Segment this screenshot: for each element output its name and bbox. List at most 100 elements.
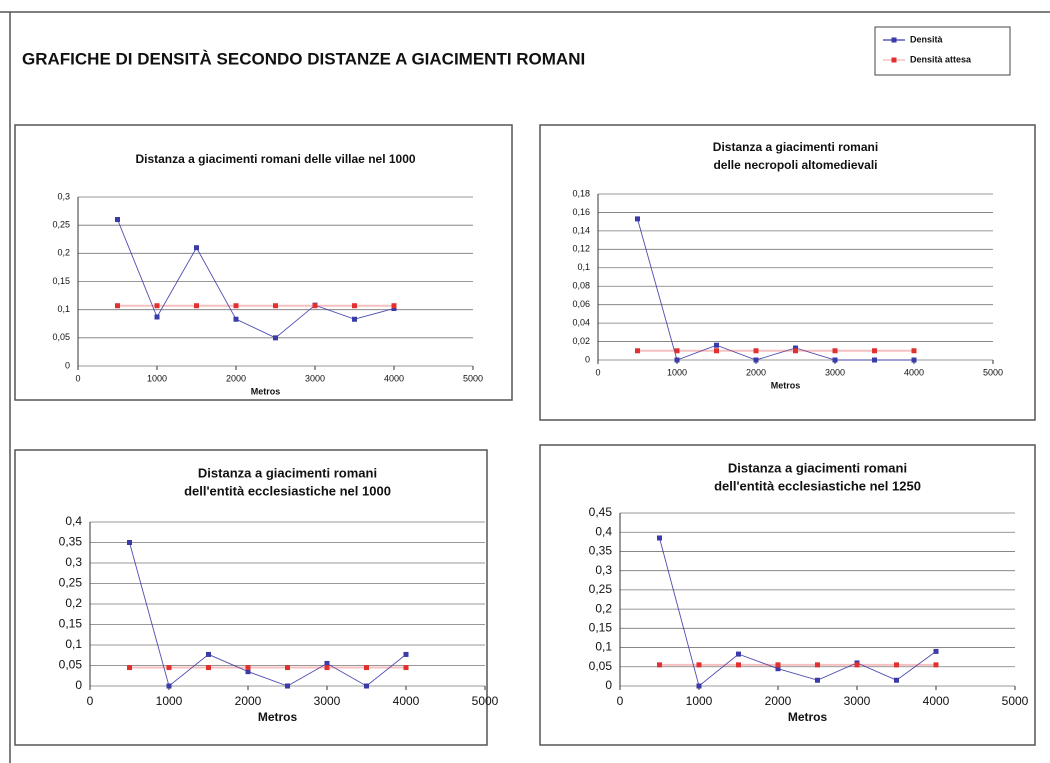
y-tick-label: 0 [75,678,82,692]
data-point [736,662,741,668]
x-tick-label: 4000 [904,367,924,377]
y-tick-label: 0,1 [57,304,70,314]
data-point [657,662,662,668]
y-tick-label: 0,3 [595,563,612,577]
data-point [714,348,719,354]
data-point [115,303,120,309]
x-tick-label: 5000 [1002,694,1029,708]
y-tick-label: 0,05 [59,658,83,672]
x-tick-label: 2000 [765,694,792,708]
data-point [832,348,838,354]
main-title: GRAFICHE DI DENSITÀ SECONDO DISTANZE A G… [22,49,585,68]
data-point [206,651,211,657]
data-point [391,306,397,312]
data-point [714,342,719,348]
data-point [206,665,211,671]
y-tick-label: 0,04 [572,317,590,327]
y-tick-label: 0 [65,360,70,370]
data-point [352,303,357,309]
y-tick-label: 0,4 [595,524,612,538]
y-tick-label: 0,12 [572,244,590,254]
y-tick-label: 0,15 [589,621,613,635]
x-tick-label: 5000 [472,694,499,708]
data-point [854,662,860,668]
data-point [635,216,640,222]
chart-title: Distanza a giacimenti romani [198,465,377,480]
x-tick-label: 5000 [983,367,1003,377]
x-tick-label: 3000 [825,367,845,377]
x-axis-label: Metros [788,710,828,724]
y-tick-label: 0,25 [52,220,70,230]
data-point [352,316,357,322]
x-tick-label: 0 [75,373,80,383]
series-line [129,542,407,687]
y-tick-label: 0,18 [572,188,590,198]
data-point [793,345,798,351]
data-point [933,662,939,668]
data-point [635,348,640,354]
legend-label: Densità [910,34,944,44]
data-point [245,665,251,671]
y-tick-label: 0,4 [65,514,82,528]
chart-title: Distanza a giacimenti romani [728,460,907,475]
y-tick-label: 0,1 [65,637,82,651]
x-tick-label: 4000 [393,694,420,708]
data-point [832,357,838,363]
data-point [127,540,132,545]
x-axis-label: Metros [771,380,801,390]
data-point [793,348,798,354]
data-point [312,303,318,309]
data-point [233,316,239,322]
series-line [637,218,914,361]
data-point [194,245,199,251]
chart-title: delle necropoli altomedievali [713,158,877,172]
data-point [911,357,917,363]
data-point [166,683,172,689]
data-point [364,665,369,671]
legend-label: Densità attesa [910,54,972,64]
chart-title: Distanza a giacimenti romani delle villa… [135,152,415,166]
panel [14,449,488,746]
x-tick-label: 1000 [156,694,183,708]
x-tick-label: 3000 [844,694,871,708]
x-tick-label: 0 [87,694,94,708]
x-tick-label: 1000 [686,694,713,708]
x-tick-label: 2000 [226,373,246,383]
y-tick-label: 0,16 [572,207,590,217]
data-point [403,651,409,657]
x-tick-label: 4000 [923,694,950,708]
y-tick-label: 0,2 [65,596,82,610]
data-point [273,335,278,341]
data-point [736,651,741,657]
data-point [285,665,290,671]
data-point [273,303,278,309]
x-tick-label: 3000 [314,694,341,708]
data-point [674,348,680,354]
data-point [696,683,702,689]
data-point [894,662,899,668]
y-tick-label: 0,14 [572,225,590,235]
series-line [117,219,395,339]
y-tick-label: 0 [605,678,612,692]
y-tick-label: 0,2 [595,601,612,615]
data-point [775,666,781,672]
y-tick-label: 0,15 [52,276,70,286]
y-tick-label: 0,2 [57,248,70,258]
x-tick-label: 2000 [235,694,262,708]
y-tick-label: 0,05 [589,659,613,673]
x-tick-label: 1000 [667,367,687,377]
data-point [894,677,899,683]
legend-marker [891,57,897,63]
y-tick-label: 0,1 [595,640,612,654]
y-tick-label: 0,02 [572,336,590,346]
data-point [154,303,160,309]
data-point [753,348,759,354]
y-tick-label: 0,08 [572,281,590,291]
data-point [115,217,120,223]
data-point [674,357,680,363]
y-tick-label: 0,45 [589,505,613,519]
x-tick-label: 1000 [147,373,167,383]
y-tick-label: 0,25 [59,576,83,590]
chart-title: dell'entità ecclesiastiche nel 1250 [714,478,921,493]
y-tick-label: 0 [585,354,590,364]
